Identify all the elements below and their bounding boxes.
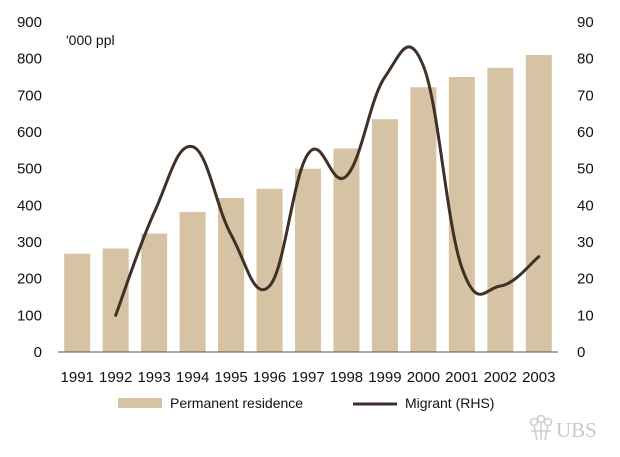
x-tick-label: 1997 (291, 369, 324, 386)
x-tick-label: 2000 (407, 369, 440, 386)
legend-label-migrant: Migrant (RHS) (405, 395, 494, 411)
x-tick-label: 1993 (137, 369, 170, 386)
x-tick-label: 2002 (484, 369, 517, 386)
ubs-logo: UBS (529, 414, 597, 442)
x-tick-label: 1998 (330, 369, 363, 386)
bar-1991 (64, 253, 91, 352)
bar-1997 (295, 168, 321, 352)
bar-1993 (141, 233, 168, 352)
bar-1998 (333, 148, 360, 352)
y-left-tick-label: 900 (17, 14, 42, 31)
y-right-axis: 0 10 20 30 40 50 60 70 80 90 (577, 14, 594, 361)
y-left-tick-label: 600 (17, 124, 42, 141)
legend-label-permanent-residence: Permanent residence (170, 395, 303, 411)
bar-series (64, 55, 552, 353)
y-right-tick-label: 20 (577, 271, 594, 288)
y-left-tick-label: 300 (17, 234, 42, 251)
legend-swatch-permanent-residence (118, 398, 162, 408)
ubs-logo-text: UBS (556, 418, 597, 442)
y-left-tick-label: 0 (34, 344, 42, 361)
y-right-tick-label: 80 (577, 51, 594, 68)
bar-1999 (371, 119, 398, 352)
y-left-tick-label: 100 (17, 307, 42, 324)
y-right-tick-label: 10 (577, 307, 594, 324)
y-left-axis: 0 100 200 300 400 500 600 700 800 900 (17, 14, 42, 361)
x-tick-label: 1995 (214, 369, 247, 386)
unit-label: '000 ppl (66, 32, 115, 48)
y-right-tick-label: 60 (577, 124, 594, 141)
y-right-tick-label: 40 (577, 197, 594, 214)
y-left-tick-label: 500 (17, 161, 42, 178)
bar-1994 (179, 211, 206, 352)
x-tick-label: 1994 (176, 369, 209, 386)
bar-1992 (102, 248, 129, 352)
bar-2000 (410, 87, 437, 353)
bar-2003 (525, 55, 552, 352)
y-right-tick-label: 90 (577, 14, 594, 31)
bar-2001 (448, 77, 475, 352)
y-right-tick-label: 0 (577, 344, 585, 361)
y-left-tick-label: 200 (17, 271, 42, 288)
migrant-line (114, 45, 541, 317)
y-right-tick-label: 50 (577, 161, 594, 178)
legend: Permanent residence Migrant (RHS) (118, 395, 494, 411)
x-tick-label: 1996 (253, 369, 286, 386)
y-right-tick-label: 30 (577, 234, 594, 251)
x-tick-label: 1991 (61, 369, 94, 386)
y-left-tick-label: 700 (17, 87, 42, 104)
bar-1995 (218, 198, 245, 352)
y-left-tick-label: 800 (17, 51, 42, 68)
y-right-tick-label: 70 (577, 87, 594, 104)
x-axis: 1991 1992 1993 1994 1995 1996 1997 1998 1999 2000… (61, 369, 556, 386)
bar-2002 (487, 67, 514, 352)
x-tick-label: 2003 (522, 369, 555, 386)
x-tick-label: 1992 (99, 369, 132, 386)
y-left-tick-label: 400 (17, 197, 42, 214)
keys-icon (529, 414, 553, 441)
x-tick-label: 2001 (445, 369, 478, 386)
x-tick-label: 1999 (368, 369, 401, 386)
